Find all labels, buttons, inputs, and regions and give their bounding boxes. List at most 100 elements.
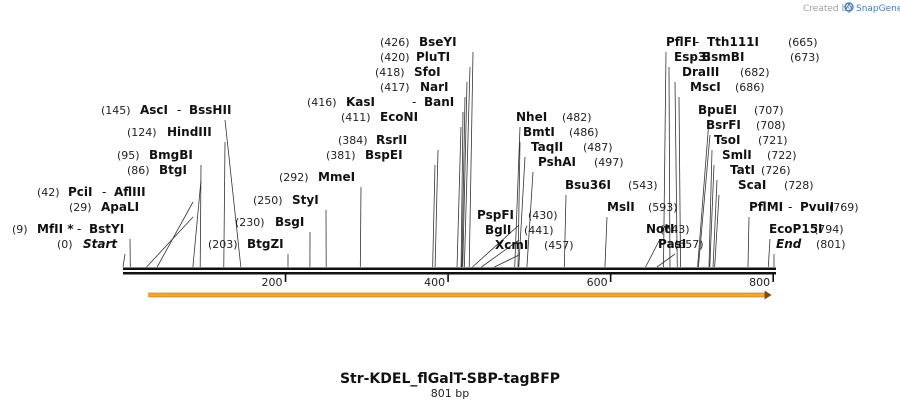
enzyme-name-tsoi[interactable]: TsoI	[714, 133, 740, 147]
site-leader-lines	[122, 51, 775, 268]
enzyme-name-pflfi[interactable]: PflFI	[666, 35, 696, 49]
enzyme-name-ecop15i[interactable]: EcoP15I	[769, 222, 823, 236]
site-position-label: (673)	[790, 51, 820, 64]
site-position-label: (230)	[235, 216, 265, 229]
enzyme-name-nari[interactable]: NarI	[420, 80, 449, 94]
site-position-label: (426)	[380, 36, 410, 49]
enzyme-separator: -	[177, 103, 181, 117]
enzyme-name-sfoi[interactable]: SfoI	[414, 65, 441, 79]
enzyme-name-bsrfi[interactable]: BsrFI	[706, 118, 741, 132]
enzyme-name-bspei[interactable]: BspEI	[365, 148, 403, 162]
enzyme-separator: -	[690, 50, 694, 64]
enzyme-name-btgzi[interactable]: BtgZI	[247, 237, 284, 251]
enzyme-name-start[interactable]: Start	[83, 237, 118, 251]
site-position-label: (29)	[69, 201, 92, 214]
enzyme-name-bmgbi[interactable]: BmgBI	[149, 148, 193, 162]
enzyme-name-bstyi[interactable]: BstYI	[89, 222, 124, 236]
ruler-tick-label: 600	[587, 276, 608, 289]
leader-line-asci	[224, 119, 242, 268]
site-position-label: (682)	[740, 66, 770, 79]
leader-line-pflfi	[663, 51, 667, 268]
leader-line-bpuei	[697, 119, 710, 268]
site-position-label: (416)	[307, 96, 337, 109]
enzyme-name-bsu36i[interactable]: Bsu36I	[565, 178, 611, 192]
site-position-label: (708)	[756, 119, 786, 132]
enzyme-name-esp3i[interactable]: Esp3I	[674, 50, 711, 64]
enzyme-name-asci[interactable]: AscI	[140, 103, 168, 117]
feature-arrow-head-icon	[764, 290, 772, 300]
site-position-label: (686)	[735, 81, 765, 94]
enzyme-name-hindiii[interactable]: HindIII	[167, 125, 212, 139]
site-position-label: (418)	[375, 66, 405, 79]
enzyme-name-bsgi[interactable]: BsgI	[275, 215, 304, 229]
enzyme-name-pvuii[interactable]: PvuII	[800, 200, 834, 214]
site-position-label: (728)	[784, 179, 814, 192]
enzyme-name-bseyi[interactable]: BseYI	[419, 35, 457, 49]
enzyme-name-afliii[interactable]: AflIII	[114, 185, 146, 199]
enzyme-name-bani[interactable]: BanI	[424, 95, 454, 109]
enzyme-name-rsrii[interactable]: RsrII	[376, 133, 407, 147]
enzyme-name-pspfi[interactable]: PspFI	[477, 208, 514, 222]
enzyme-name-xcmi[interactable]: XcmI	[495, 238, 528, 252]
site-position-label: (384)	[338, 134, 368, 147]
enzyme-separator: -	[788, 200, 792, 214]
credit-brand: SnapGene	[856, 4, 900, 14]
enzyme-name-bsshii[interactable]: BssHII	[189, 103, 231, 117]
enzyme-name-msli[interactable]: MslI	[607, 200, 635, 214]
leader-line-pflmi	[747, 216, 750, 268]
site-position-label: (420)	[380, 51, 410, 64]
leader-line-bgli	[481, 239, 520, 268]
leader-line-start	[122, 253, 126, 268]
site-labels: (426) BseYI (420) PluTI (418) SfoI (417) NarI (4…	[12, 35, 859, 252]
enzyme-name-mfii[interactable]: MfII *	[37, 222, 74, 236]
leader-line-pluti	[463, 66, 471, 268]
sequence-title: Str-KDEL_flGalT-SBP-tagBFP	[340, 371, 560, 387]
enzyme-name-msci[interactable]: MscI	[690, 80, 721, 94]
enzyme-name-bsmbi[interactable]: BsmBI	[702, 50, 744, 64]
enzyme-name-bgli[interactable]: BglI	[485, 223, 511, 237]
enzyme-name-mmei[interactable]: MmeI	[318, 170, 355, 184]
feature-track	[148, 290, 772, 300]
enzyme-name-noti[interactable]: NotI	[646, 222, 675, 236]
enzyme-name-smli[interactable]: SmlI	[722, 148, 752, 162]
enzyme-name-taqii[interactable]: TaqII	[531, 140, 563, 154]
enzyme-name-pflmi[interactable]: PflMI	[749, 200, 783, 214]
site-position-label: (457)	[544, 239, 574, 252]
enzyme-name-apali[interactable]: ApaLI	[101, 200, 139, 214]
enzyme-name-bmti[interactable]: BmtI	[523, 125, 555, 139]
leader-line-msci	[678, 96, 681, 268]
site-position-label: (86)	[127, 164, 150, 177]
snapgene-credit: Created by SnapGene	[803, 2, 900, 14]
site-position-label: (124)	[127, 126, 157, 139]
leader-line-rsrii	[434, 149, 439, 268]
leader-line-pcii	[156, 201, 194, 268]
feature-arrow-body[interactable]	[148, 292, 766, 298]
enzyme-name-pasi[interactable]: PasI	[658, 237, 686, 251]
site-position-label: (726)	[761, 164, 791, 177]
site-position-label: (441)	[524, 224, 554, 237]
enzyme-name-btgi[interactable]: BtgI	[159, 163, 187, 177]
enzyme-name-styi[interactable]: StyI	[292, 193, 319, 207]
enzyme-name-end[interactable]: End	[776, 237, 802, 251]
enzyme-name-draiii[interactable]: DraIII	[682, 65, 719, 79]
enzyme-name-scai[interactable]: ScaI	[738, 178, 766, 192]
enzyme-name-pshai[interactable]: PshAI	[538, 155, 576, 169]
site-position-label: (769)	[829, 201, 859, 214]
site-position-label: (794)	[814, 223, 844, 236]
site-position-label: (0)	[57, 238, 73, 251]
enzyme-name-tati[interactable]: TatI	[730, 163, 755, 177]
enzyme-name-kasi[interactable]: KasI	[346, 95, 375, 109]
enzyme-name-pluti[interactable]: PluTI	[416, 50, 450, 64]
sequence-length: 801 bp	[431, 387, 469, 400]
enzyme-name-tth111i[interactable]: Tth111I	[707, 35, 759, 49]
site-position-label: (643)	[660, 223, 690, 236]
leader-line-mmei	[359, 186, 362, 268]
enzyme-name-nhei[interactable]: NheI	[516, 110, 547, 124]
enzyme-separator: -	[695, 35, 699, 49]
enzyme-name-pcii[interactable]: PciI	[68, 185, 93, 199]
enzyme-name-bpuei[interactable]: BpuEI	[698, 103, 737, 117]
site-position-label: (95)	[117, 149, 140, 162]
leader-line-bsrfi	[698, 134, 711, 268]
enzyme-name-econi[interactable]: EcoNI	[380, 110, 418, 124]
leader-line-pasi	[656, 253, 676, 268]
